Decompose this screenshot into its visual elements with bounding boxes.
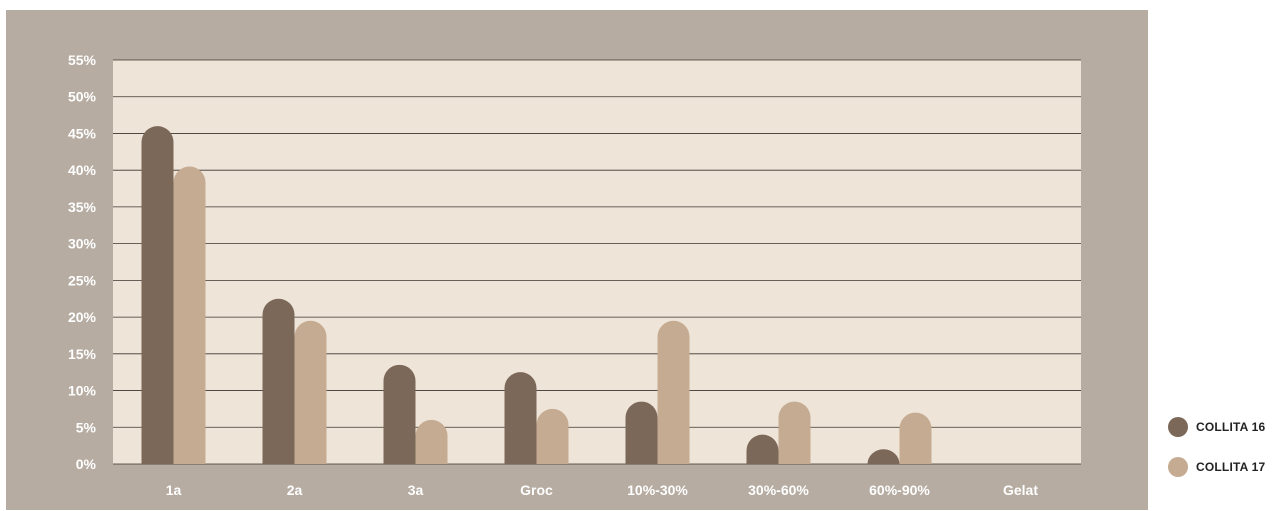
y-tick-label: 55% <box>68 52 97 68</box>
x-tick-label: Groc <box>520 482 553 498</box>
y-tick-label: 25% <box>68 272 97 288</box>
x-tick-label: 60%-90% <box>869 482 930 498</box>
bar-collita-16 <box>625 401 658 464</box>
bar-collita-16 <box>262 298 295 464</box>
legend: COLLITA 16 COLLITA 17 <box>1168 416 1265 496</box>
x-tick-label: 2a <box>287 482 303 498</box>
x-tick-label: 10%-30% <box>627 482 688 498</box>
bar-collita-17 <box>415 419 448 464</box>
bar-collita-17 <box>294 320 327 464</box>
bar-collita-16 <box>383 364 416 464</box>
y-tick-label: 50% <box>68 89 97 105</box>
y-tick-label: 40% <box>68 162 97 178</box>
x-tick-label: 1a <box>166 482 182 498</box>
legend-item-collita-17: COLLITA 17 <box>1168 456 1265 478</box>
bar-collita-17 <box>173 166 206 464</box>
bar-collita-17 <box>536 408 569 464</box>
y-tick-label: 20% <box>68 309 97 325</box>
bar-collita-16 <box>746 434 779 464</box>
y-tick-label: 15% <box>68 346 97 362</box>
x-tick-label: 30%-60% <box>748 482 809 498</box>
legend-label-collita-17: COLLITA 17 <box>1196 460 1266 474</box>
plot-area <box>113 60 1081 464</box>
bar-chart: 0% 5% 10% 15% 20% 25% 30% 35% 40% 45% 50% 55% 1a 2a 3a… <box>68 52 1081 498</box>
y-tick-label: 5% <box>76 419 97 435</box>
bar-collita-16 <box>504 372 537 464</box>
legend-swatch-collita-17 <box>1168 457 1188 477</box>
y-tick-label: 45% <box>68 125 97 141</box>
bar-collita-17 <box>657 320 690 464</box>
legend-label-collita-16: COLLITA 16 <box>1196 420 1266 434</box>
y-tick-label: 30% <box>68 236 97 252</box>
bar-collita-16 <box>141 126 174 465</box>
y-tick-label: 35% <box>68 199 97 215</box>
y-tick-label: 10% <box>68 383 97 399</box>
bar-collita-16 <box>867 449 900 464</box>
legend-item-collita-16: COLLITA 16 <box>1168 416 1265 438</box>
y-tick-label: 0% <box>76 456 97 472</box>
bar-collita-17 <box>899 412 932 464</box>
x-tick-label: Gelat <box>1003 482 1038 498</box>
legend-swatch-collita-16 <box>1168 417 1188 437</box>
bar-collita-17 <box>778 401 811 464</box>
x-tick-label: 3a <box>408 482 424 498</box>
